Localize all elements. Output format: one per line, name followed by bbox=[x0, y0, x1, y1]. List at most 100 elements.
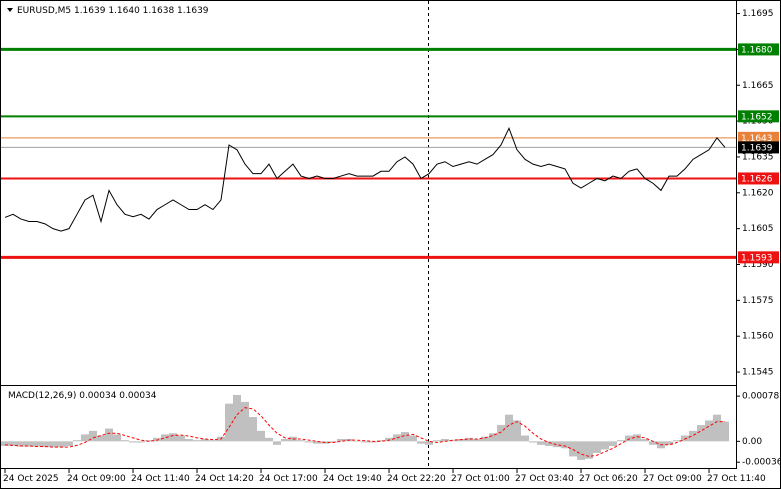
macd-bar bbox=[65, 441, 73, 446]
y-tick-label: 1.1575 bbox=[742, 296, 774, 306]
y-tick-label: 1.1665 bbox=[742, 81, 774, 91]
menu-arrow bbox=[7, 8, 13, 12]
macd-bar bbox=[625, 435, 633, 442]
level-label: 1.1652 bbox=[741, 112, 773, 122]
macd-bar bbox=[25, 441, 33, 447]
chart-title: EURUSD,M5 1.1639 1.1640 1.1638 1.1639 bbox=[17, 6, 209, 16]
macd-bar bbox=[617, 440, 625, 442]
macd-title: MACD(12,26,9) 0.00034 0.00034 bbox=[8, 391, 157, 401]
macd-bar bbox=[489, 433, 497, 442]
macd-bar bbox=[409, 435, 417, 442]
macd-bar bbox=[281, 439, 289, 442]
macd-bar bbox=[561, 441, 569, 449]
x-tick-label: 24 Oct 22:20 bbox=[387, 474, 446, 484]
macd-bar bbox=[473, 439, 481, 442]
macd-bar bbox=[257, 430, 265, 442]
x-tick-label: 27 Oct 01:00 bbox=[451, 474, 510, 484]
signal-line bbox=[4, 407, 725, 457]
macd-bar bbox=[665, 441, 673, 445]
x-tick-label: 27 Oct 06:20 bbox=[579, 474, 638, 484]
x-tick-label: 24 Oct 19:40 bbox=[323, 474, 382, 484]
macd-bar bbox=[49, 441, 57, 448]
macd-bar bbox=[513, 420, 521, 442]
y-tick-label: 1.1605 bbox=[742, 224, 774, 234]
macd-bar bbox=[225, 403, 233, 442]
level-label-box bbox=[738, 110, 779, 123]
x-tick-label: 24 Oct 2025 bbox=[3, 474, 59, 484]
macd-bar bbox=[633, 434, 641, 442]
y-tick-label: 0.00 bbox=[742, 437, 762, 447]
y-tick-label: 1.1545 bbox=[742, 368, 774, 378]
macd-bar bbox=[441, 439, 449, 442]
macd-bar bbox=[705, 420, 713, 442]
x-tick-label: 24 Oct 09:00 bbox=[67, 474, 126, 484]
macd-bar bbox=[97, 435, 105, 442]
level-label: 1.1643 bbox=[741, 134, 773, 144]
macd-bar bbox=[233, 394, 241, 442]
y-tick-label: 1.1695 bbox=[742, 9, 774, 19]
macd-bar bbox=[81, 434, 89, 442]
macd-bar bbox=[297, 440, 305, 442]
macd-bar bbox=[9, 441, 17, 446]
macd-bar bbox=[353, 441, 361, 442]
macd-bar bbox=[497, 425, 505, 442]
macd-bar bbox=[193, 440, 201, 442]
macd-bar bbox=[585, 441, 593, 459]
level-label: 1.1639 bbox=[741, 143, 773, 153]
macd-bar bbox=[505, 414, 513, 442]
macd-bar bbox=[569, 441, 577, 457]
macd-bar bbox=[521, 435, 529, 442]
y-tick-label: 1.1635 bbox=[742, 152, 774, 162]
macd-bar bbox=[641, 439, 649, 442]
macd-bar bbox=[721, 421, 729, 442]
macd-bar bbox=[529, 441, 537, 443]
macd-bar bbox=[697, 425, 705, 442]
y-tick-label: 1.1560 bbox=[742, 332, 774, 342]
x-tick-label: 24 Oct 11:40 bbox=[131, 474, 190, 484]
y-tick-label: 1.1590 bbox=[742, 260, 774, 270]
macd-bar bbox=[153, 437, 161, 442]
macd-bar bbox=[593, 441, 601, 453]
macd-bar bbox=[401, 432, 409, 442]
macd-bar bbox=[129, 441, 137, 443]
macd-bar bbox=[1, 441, 9, 446]
level-label-box bbox=[738, 172, 779, 185]
y-tick-label: -0.00036 bbox=[742, 458, 781, 468]
price-line bbox=[4, 126, 726, 232]
macd-bar bbox=[201, 439, 209, 442]
macd-bar bbox=[41, 441, 49, 448]
macd-bar bbox=[545, 441, 553, 446]
macd-bar bbox=[681, 435, 689, 442]
macd-bar bbox=[417, 441, 425, 444]
macd-bar bbox=[161, 434, 169, 442]
macd-bar bbox=[601, 441, 609, 450]
level-label: 1.1626 bbox=[741, 174, 773, 184]
macd-bar bbox=[673, 440, 681, 442]
y-tick-label: 0.00078 bbox=[742, 392, 779, 402]
level-label-box bbox=[738, 251, 779, 264]
macd-bar bbox=[145, 440, 153, 442]
macd-bar bbox=[313, 441, 321, 444]
level-label: 1.1680 bbox=[741, 45, 773, 55]
macd-bar bbox=[89, 430, 97, 442]
x-tick-label: 24 Oct 17:00 bbox=[259, 474, 318, 484]
macd-bar bbox=[537, 441, 545, 445]
x-tick-label: 27 Oct 11:40 bbox=[707, 474, 766, 484]
macd-bar bbox=[385, 437, 393, 442]
macd-bar bbox=[265, 437, 273, 442]
macd-bar bbox=[137, 441, 145, 443]
macd-bar bbox=[17, 441, 25, 447]
macd-bar bbox=[689, 430, 697, 442]
macd-bar bbox=[273, 441, 281, 445]
macd-bar bbox=[241, 401, 249, 442]
macd-bar bbox=[177, 435, 185, 442]
macd-bar bbox=[361, 441, 369, 443]
macd-bar bbox=[169, 433, 177, 442]
macd-bar bbox=[73, 440, 81, 442]
level-label-box bbox=[738, 43, 779, 56]
level-label-box bbox=[738, 131, 779, 144]
macd-bar bbox=[369, 441, 377, 443]
macd-bar bbox=[113, 434, 121, 442]
